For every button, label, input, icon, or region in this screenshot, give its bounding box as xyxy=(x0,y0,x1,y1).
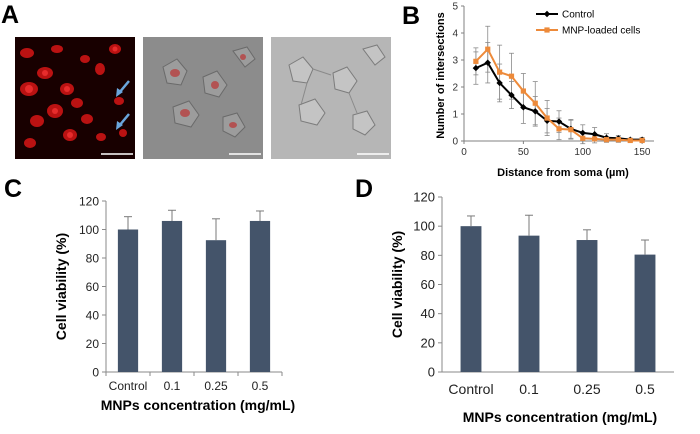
x-axis-label: MNPs concentration (mg/mL) xyxy=(101,397,295,413)
legend-label: MNP-loaded cells xyxy=(562,26,640,37)
y-tick-label: 120 xyxy=(79,195,99,209)
bar-chart-viability-d: 0 20 40 60 80 100 120 Control 0.1 0.25 0.5 MNPs con… xyxy=(389,190,674,425)
data-point-control xyxy=(520,104,527,111)
data-point-control xyxy=(484,59,491,66)
data-point-mnp xyxy=(532,100,538,106)
data-point-control xyxy=(508,91,515,99)
y-tick-label: 20 xyxy=(421,335,435,350)
panel-label-c: C xyxy=(4,175,23,203)
category-label: 0.25 xyxy=(204,379,228,393)
y-tick-label: 0 xyxy=(452,137,458,148)
category-label: 0.1 xyxy=(164,379,181,393)
data-point-mnp xyxy=(473,58,479,64)
data-point-mnp xyxy=(568,127,574,133)
data-point-mnp xyxy=(639,137,645,144)
bar-0-1 xyxy=(518,235,540,372)
bar-chart-viability-c: 0 20 40 60 80 100 120 Control 0.1 0.25 0.5 MNPs con… xyxy=(53,195,295,414)
category-label: 0.5 xyxy=(635,381,655,397)
y-tick-label: 40 xyxy=(86,309,100,323)
data-point-mnp xyxy=(497,69,503,75)
micrograph-brightfield xyxy=(271,37,391,159)
category-label: 0.25 xyxy=(573,381,600,397)
x-tick-label: 100 xyxy=(574,147,591,158)
data-point-control xyxy=(543,117,551,124)
legend-marker xyxy=(543,10,551,18)
y-tick-label: 2 xyxy=(452,83,458,94)
category-label: Control xyxy=(109,379,148,393)
data-point-mnp xyxy=(592,136,598,142)
panel-label-b: B xyxy=(402,2,421,30)
y-axis-label: Cell viability (%) xyxy=(53,233,69,340)
legend-label: Control xyxy=(562,10,594,21)
y-tick-label: 100 xyxy=(413,219,435,234)
category-label: 0.5 xyxy=(252,379,269,393)
micrograph-merged xyxy=(143,37,263,159)
x-tick-label: 50 xyxy=(518,147,530,158)
data-point-control xyxy=(496,79,503,87)
data-point-control xyxy=(591,131,598,138)
y-tick-label: 4 xyxy=(452,29,458,40)
bar-control xyxy=(460,226,482,372)
data-point-control xyxy=(579,129,586,137)
data-point-mnp xyxy=(520,88,526,94)
data-point-control xyxy=(472,64,480,72)
y-tick-label: 40 xyxy=(421,306,435,321)
y-tick-label: 80 xyxy=(421,248,435,263)
y-tick-label: 60 xyxy=(421,277,435,292)
x-axis-label: MNPs concentration (mg/mL) xyxy=(463,409,657,425)
micrograph-fluorescence-image xyxy=(15,37,135,159)
legend-marker xyxy=(544,27,550,33)
panel-label-d: D xyxy=(355,175,374,203)
data-point-mnp xyxy=(603,137,610,143)
y-axis-label: Cell viability (%) xyxy=(389,231,405,338)
y-axis-label: Number of intersections xyxy=(435,12,447,139)
y-tick-label: 3 xyxy=(452,56,458,67)
y-tick-label: 120 xyxy=(413,190,435,205)
y-tick-label: 20 xyxy=(86,337,100,351)
bar-0-25 xyxy=(576,240,598,372)
data-point-control xyxy=(555,118,563,125)
data-point-mnp xyxy=(580,135,586,141)
data-point-mnp xyxy=(485,46,491,52)
micrograph-brightfield-image xyxy=(271,37,391,159)
y-tick-label: 100 xyxy=(79,223,99,237)
x-tick-label: 150 xyxy=(634,147,651,158)
bar-0-1 xyxy=(161,220,183,372)
y-tick-label: 80 xyxy=(86,252,100,266)
data-point-mnp xyxy=(615,137,621,143)
data-point-mnp xyxy=(627,137,633,144)
bar-0-25 xyxy=(205,240,227,372)
micrograph-fluorescence xyxy=(15,37,135,159)
bar-0-5 xyxy=(634,254,656,372)
micrograph-merged-image xyxy=(143,37,263,159)
y-tick-label: 60 xyxy=(86,280,100,294)
data-point-mnp xyxy=(508,73,515,79)
y-tick-label: 0 xyxy=(428,365,435,380)
category-label: Control xyxy=(448,381,493,397)
data-point-mnp xyxy=(544,115,550,121)
data-point-control xyxy=(532,108,539,115)
panel-label-a: A xyxy=(1,1,20,29)
y-tick-label: 1 xyxy=(452,110,458,121)
y-tick-label: 0 xyxy=(92,366,99,380)
x-axis-label: Distance from soma (µm) xyxy=(497,167,629,179)
bar-0-5 xyxy=(249,220,271,372)
x-tick-label: 0 xyxy=(461,147,467,158)
data-point-mnp xyxy=(556,126,562,132)
bar-control xyxy=(117,229,139,372)
y-tick-label: 5 xyxy=(452,2,458,13)
category-label: 0.1 xyxy=(519,381,539,397)
